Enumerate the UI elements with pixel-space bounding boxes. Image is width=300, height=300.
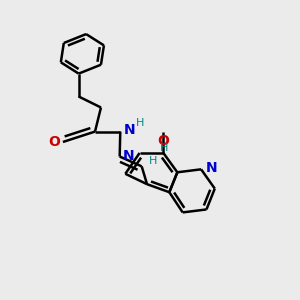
Text: N: N (123, 148, 135, 163)
Text: H: H (149, 156, 157, 166)
Text: H: H (160, 142, 168, 153)
Text: O: O (49, 135, 61, 149)
Text: O: O (158, 134, 170, 148)
Text: H: H (135, 118, 144, 128)
Text: N: N (124, 123, 136, 137)
Text: N: N (206, 161, 217, 176)
